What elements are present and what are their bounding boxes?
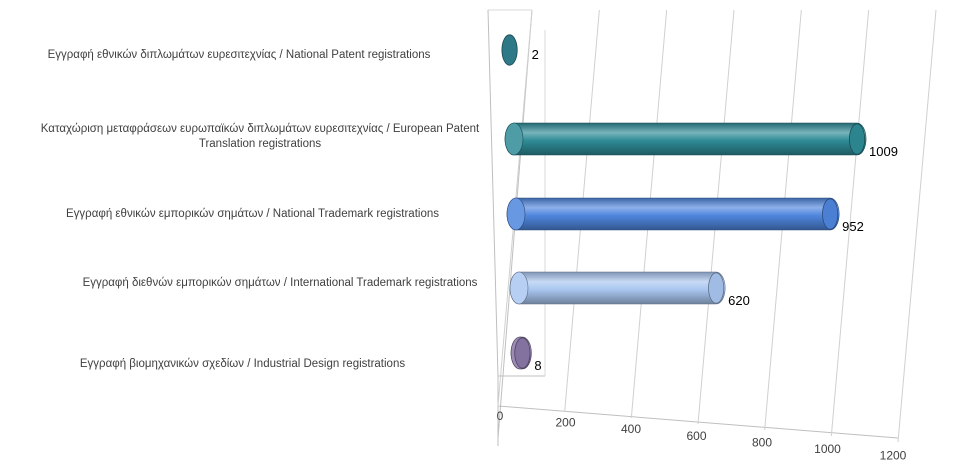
bar bbox=[506, 197, 840, 231]
x-tick-label: 800 bbox=[752, 435, 772, 449]
bar-cap-end bbox=[514, 337, 531, 369]
bar-cap-end bbox=[822, 198, 839, 230]
bar-cap-start bbox=[504, 122, 524, 156]
bar bbox=[504, 122, 867, 156]
bar-cap-end bbox=[501, 34, 518, 66]
category-label: Εγγραφή διεθνών εμπορικών σημάτων / Inte… bbox=[82, 277, 478, 289]
bar-cap-start bbox=[509, 271, 529, 305]
category-label: Καταχώριση μεταφράσεων ευρωπαϊκών διπλωμ… bbox=[40, 123, 480, 150]
x-tick-label: 1200 bbox=[880, 449, 907, 463]
gridline bbox=[897, 9, 937, 443]
bar bbox=[509, 271, 726, 305]
category-label: Εγγραφή εθνικών διπλωμάτων ευρεσιτεχνίας… bbox=[47, 49, 431, 61]
category-label: Εγγραφή εθνικών εμπορικών σημάτων / Nati… bbox=[66, 208, 439, 220]
x-tick-label: 1000 bbox=[814, 442, 841, 456]
x-tick-label: 400 bbox=[621, 422, 641, 436]
data-label: 8 bbox=[534, 358, 541, 373]
data-label: 952 bbox=[842, 219, 864, 234]
bar-cap-end bbox=[708, 272, 725, 304]
side-wall-left-edge bbox=[487, 9, 499, 377]
bar-cap-start bbox=[506, 197, 526, 231]
bar-cap-end bbox=[849, 123, 866, 155]
x-tick-label: 200 bbox=[555, 416, 575, 430]
data-label: 1009 bbox=[869, 144, 898, 159]
gridline bbox=[830, 9, 870, 437]
category-label: Εγγραφή βιομηχανικών σχεδίων / Industria… bbox=[79, 358, 406, 370]
x-tick-label: 0 bbox=[497, 409, 504, 423]
data-label: 620 bbox=[728, 293, 750, 308]
x-tick-label: 600 bbox=[686, 429, 706, 443]
data-label: 2 bbox=[532, 47, 539, 62]
